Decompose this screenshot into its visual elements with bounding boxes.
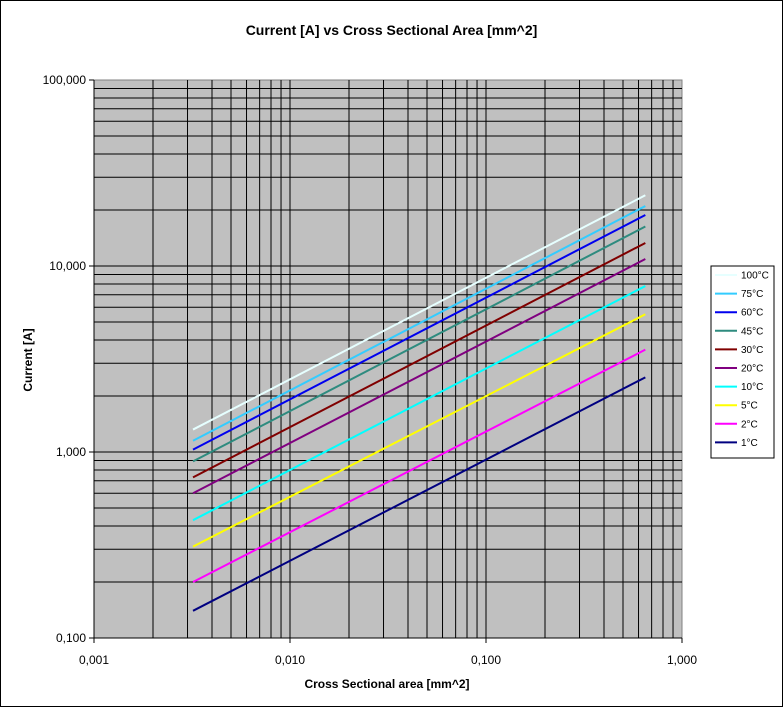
x-tick-label: 0,001 [79,653,109,667]
series-lines [192,194,646,612]
series-line-1C [192,376,646,612]
series-line-2C [192,348,646,583]
x-tick-label: 0,100 [471,653,501,667]
plot-area [93,79,683,639]
x-tick-label: 0,010 [275,653,305,667]
y-axis-label: Current [A] [21,328,35,391]
chart-title: Current [A] vs Cross Sectional Area [mm^… [245,22,538,38]
legend-label: 30°C [741,345,763,356]
axes [93,80,682,639]
series-line-100C [192,194,646,431]
series-line-75C [192,205,646,442]
y-tick-label: 10,000 [49,259,86,273]
series-line-45C [192,225,646,463]
y-tick-label: 0,100 [56,631,86,645]
x-axis-label: Cross Sectional area [mm^2] [304,677,469,691]
legend-label: 1°C [741,438,758,449]
legend-label: 45°C [741,326,763,337]
legend-label: 60°C [741,308,763,319]
legend-label: 5°C [741,401,758,412]
series-line-10C [192,285,646,522]
series-line-5C [192,313,646,548]
legend-label: 75°C [741,289,763,300]
grid-lines [93,80,682,639]
y-tick-label: 1,000 [56,445,86,459]
series-line-20C [192,258,646,495]
legend: 100°C 75°C 60°C 45°C 30°C 20°C 10°C 5°C 2°C 1°C [710,265,775,459]
series-line-30C [192,242,646,479]
tick-labels: 0,001 0,010 0,100 1,000 0,100 1,000 10,000 100,… [43,73,698,667]
plot-background [93,79,683,639]
series-line-60C [192,214,646,451]
legend-label: 10°C [741,382,763,393]
legend-label: 20°C [741,364,763,375]
legend-label: 100°C [741,271,769,282]
legend-label: 2°C [741,419,758,430]
x-tick-label: 1,000 [667,653,697,667]
legend-box [710,265,775,459]
y-tick-label: 100,000 [43,73,87,87]
